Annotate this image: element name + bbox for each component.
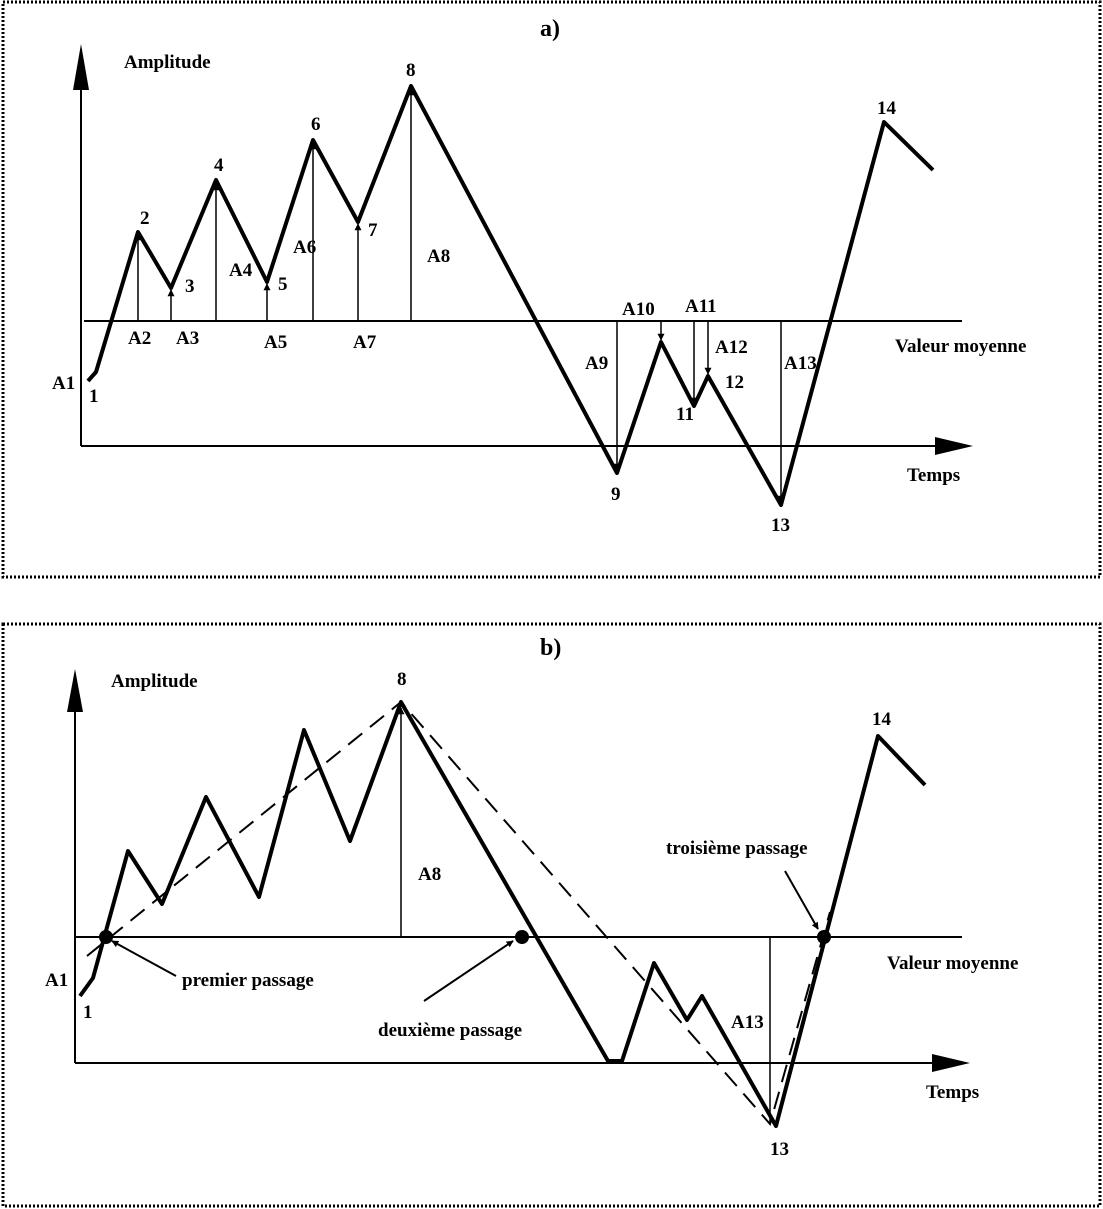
panel-a-y-axis-label: Amplitude xyxy=(124,52,211,73)
panel-a-title: a) xyxy=(540,16,560,42)
panel-a-amplitude-label-a10: A10 xyxy=(622,299,655,320)
panel-a-point-label-14: 14 xyxy=(877,98,897,119)
panel-a-amplitude-label-a5: A5 xyxy=(264,332,287,353)
panel-a-x-axis-label: Temps xyxy=(907,465,960,486)
panel-a-frame xyxy=(1,0,1102,579)
panel-a-mean-label: Valeur moyenne xyxy=(895,336,1026,357)
panel-b-amplitude-label-a8: A8 xyxy=(418,864,441,885)
panel-a-point-label-1: 1 xyxy=(89,386,99,407)
panel-a-point-label-2: 2 xyxy=(140,208,150,229)
panel-b-amplitude-label-a1: A1 xyxy=(45,970,68,991)
panel-b-x-axis-label: Temps xyxy=(926,1082,979,1103)
panel-b: b) Amplitude Temps Valeur moyenne 8 14 1… xyxy=(1,622,1102,1208)
panel-b-crossing-dot-2 xyxy=(515,930,529,944)
panel-b-y-axis-arrowhead xyxy=(67,669,83,712)
panel-b-dashed-envelope xyxy=(86,700,831,1127)
panel-b-amplitude-label-a13: A13 xyxy=(731,1012,764,1033)
panel-b-title: b) xyxy=(540,635,561,661)
panel-a-amplitude-label-a13: A13 xyxy=(784,353,817,374)
panel-a-signal-curve xyxy=(86,84,935,507)
panel-a-point-label-8: 8 xyxy=(406,60,416,81)
panel-a-amplitude-label-a8: A8 xyxy=(427,246,450,267)
panel-a-amplitude-label-a4: A4 xyxy=(229,260,253,281)
panel-b-crossing-dot-1 xyxy=(99,930,113,944)
panel-b-point-label-8: 8 xyxy=(397,669,407,690)
panel-b-signal-curve xyxy=(78,700,927,1128)
panel-b-pointer-arrow-2 xyxy=(423,940,514,1002)
panel-b-pointer-arrow-3 xyxy=(784,870,819,930)
panel-a-amplitude-label-a7: A7 xyxy=(353,332,377,353)
panel-a: a) Amplitude Temps Valeur moyenne 1 2 3 … xyxy=(1,0,1102,579)
panel-a-point-label-7: 7 xyxy=(368,220,378,241)
panel-a-amplitude-label-a9: A9 xyxy=(585,353,608,374)
panel-b-crossing-label-3: troisième passage xyxy=(666,838,808,859)
panel-a-amplitude-label-a2: A2 xyxy=(128,328,151,349)
panel-b-y-axis-label: Amplitude xyxy=(111,671,198,692)
panel-b-mean-label: Valeur moyenne xyxy=(887,953,1018,974)
panel-a-point-label-11: 11 xyxy=(676,404,694,425)
panel-b-point-label-1: 1 xyxy=(83,1002,93,1023)
panel-a-point-label-12: 12 xyxy=(725,372,744,393)
panel-a-point-label-5: 5 xyxy=(278,274,288,295)
panel-a-amplitude-label-a12: A12 xyxy=(715,337,748,358)
panel-a-x-axis-arrowhead xyxy=(935,437,973,455)
panel-a-amplitude-label-a6: A6 xyxy=(293,237,316,258)
panel-a-point-label-13: 13 xyxy=(771,515,790,536)
panel-a-point-label-6: 6 xyxy=(311,114,321,135)
panel-b-point-label-13: 13 xyxy=(770,1139,789,1160)
panel-b-point-label-14: 14 xyxy=(872,709,892,730)
panel-a-y-axis-arrowhead xyxy=(73,44,89,90)
panel-a-amplitude-label-a3: A3 xyxy=(176,328,199,349)
panel-b-pointer-arrow-1 xyxy=(111,940,177,977)
panel-a-amplitude-label-a11: A11 xyxy=(685,296,717,317)
panel-a-point-label-9: 9 xyxy=(611,484,621,505)
panel-b-x-axis-arrowhead xyxy=(932,1054,970,1072)
panel-b-crossing-label-2: deuxième passage xyxy=(378,1020,522,1041)
panel-a-amplitude-label-a1: A1 xyxy=(52,373,75,394)
panel-a-point-label-4: 4 xyxy=(214,155,224,176)
panel-b-crossing-label-1: premier passage xyxy=(182,970,314,991)
panel-a-point-label-3: 3 xyxy=(185,276,195,297)
panel-b-crossing-dot-3 xyxy=(817,930,831,944)
panel-b-frame xyxy=(1,622,1102,1208)
